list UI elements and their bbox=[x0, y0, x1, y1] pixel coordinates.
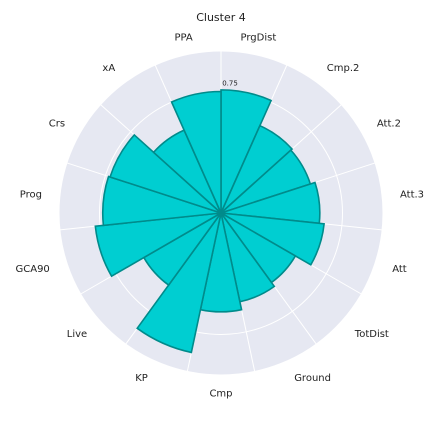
category-label: GCA90 bbox=[16, 264, 50, 275]
category-label: Att.3 bbox=[400, 190, 424, 201]
category-label: TotDist bbox=[354, 329, 389, 340]
bar-crs bbox=[109, 133, 222, 214]
category-label: KP bbox=[135, 373, 148, 384]
category-label: Ground bbox=[294, 373, 331, 384]
category-label: xA bbox=[102, 63, 115, 74]
bar-prgdist bbox=[220, 89, 273, 214]
bar-kp bbox=[136, 212, 222, 354]
category-label: Cmp bbox=[209, 389, 232, 400]
category-label: PrgDist bbox=[241, 32, 277, 43]
category-labels: PrgDist Cmp.2 Att.2 Att.3 Att TotDist Ground Cm… bbox=[16, 32, 425, 399]
category-label: Live bbox=[67, 329, 87, 340]
bar-cmp-2 bbox=[220, 124, 294, 214]
bar-gca90 bbox=[94, 212, 222, 278]
category-label: Crs bbox=[49, 119, 65, 130]
chart-bars bbox=[94, 89, 325, 354]
bar-prog bbox=[102, 175, 222, 227]
chart-title: Cluster 4 bbox=[196, 11, 246, 24]
category-label: Cmp.2 bbox=[327, 63, 360, 74]
bar-att bbox=[220, 212, 325, 266]
bar-ppa bbox=[170, 90, 222, 214]
category-label: Att bbox=[392, 264, 407, 275]
category-label: Prog bbox=[20, 190, 42, 201]
radial-tick-label: 0.75 bbox=[222, 80, 238, 88]
category-label: PPA bbox=[174, 32, 192, 43]
category-label: Att.2 bbox=[377, 119, 401, 130]
